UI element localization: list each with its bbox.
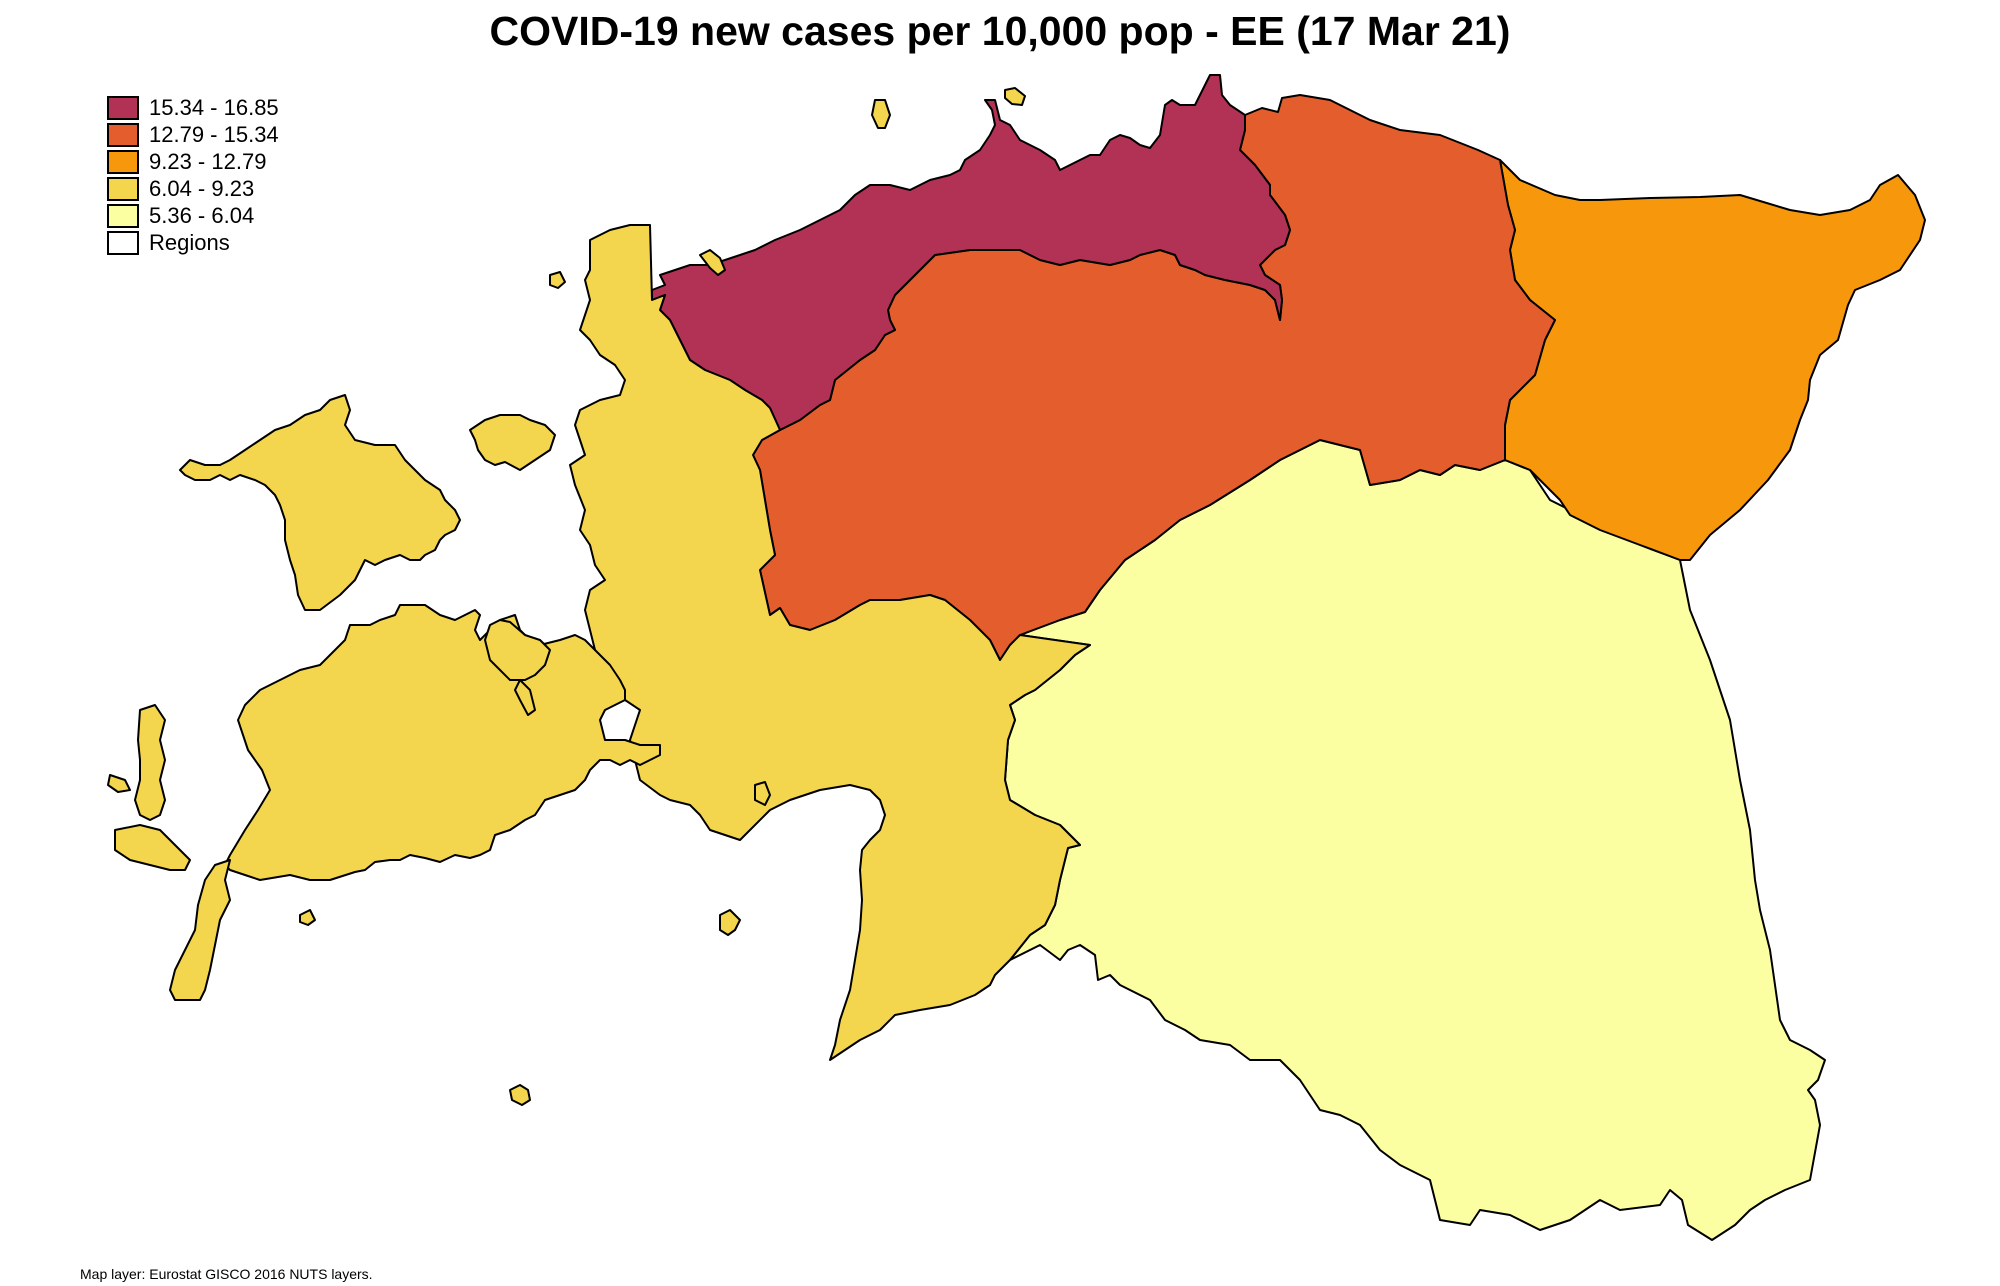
legend-label: 12.79 - 15.34 <box>149 121 279 147</box>
legend-swatch <box>107 230 139 255</box>
island-small-8 <box>549 271 566 289</box>
island-muhu-tail <box>514 679 536 716</box>
source-note: Map layer: Eurostat GISCO 2016 NUTS laye… <box>80 1266 373 1282</box>
island-hiiumaa <box>179 394 461 611</box>
legend-item: 15.34 - 16.85 <box>107 94 279 121</box>
island-small-3 <box>299 909 316 926</box>
legend-swatch <box>107 176 139 201</box>
island-saaremaa <box>224 604 661 881</box>
map-title: COVID-19 new cases per 10,000 pop - EE (… <box>489 8 1511 54</box>
island-small-1 <box>509 1084 531 1106</box>
legend-item: 12.79 - 15.34 <box>107 121 279 148</box>
island-vormsi <box>469 414 556 471</box>
legend-swatch <box>107 95 139 120</box>
legend-label: 5.36 - 6.04 <box>149 202 255 228</box>
island-small-4 <box>107 774 131 793</box>
region-south[interactable] <box>1004 439 1826 1241</box>
legend-item: 9.23 - 12.79 <box>107 148 279 175</box>
legend-label: 6.04 - 9.23 <box>149 175 255 201</box>
island-small-5 <box>699 249 726 276</box>
legend-label: 15.34 - 16.85 <box>149 94 279 120</box>
legend-item: 5.36 - 6.04 <box>107 202 279 229</box>
legend-label: Regions <box>149 229 230 255</box>
island-small-2 <box>719 909 741 936</box>
island-small-9 <box>754 781 771 806</box>
island-saaremaa-west <box>134 704 166 821</box>
region-northeast[interactable] <box>1499 159 1926 561</box>
region-west[interactable] <box>569 224 1091 1061</box>
legend-label: 9.23 - 12.79 <box>149 148 267 174</box>
legend-swatch <box>107 122 139 147</box>
island-saaremaa-sw <box>114 824 191 871</box>
island-muhu <box>484 619 551 681</box>
legend-item: Regions <box>107 229 279 256</box>
legend: 15.34 - 16.85 12.79 - 15.34 9.23 - 12.79 6.… <box>107 94 279 256</box>
legend-item: 6.04 - 9.23 <box>107 175 279 202</box>
island-small-7 <box>1004 87 1026 106</box>
legend-swatch <box>107 149 139 174</box>
legend-swatch <box>107 203 139 228</box>
island-small-6 <box>871 99 891 129</box>
island-saaremaa-peninsula <box>169 859 231 1001</box>
